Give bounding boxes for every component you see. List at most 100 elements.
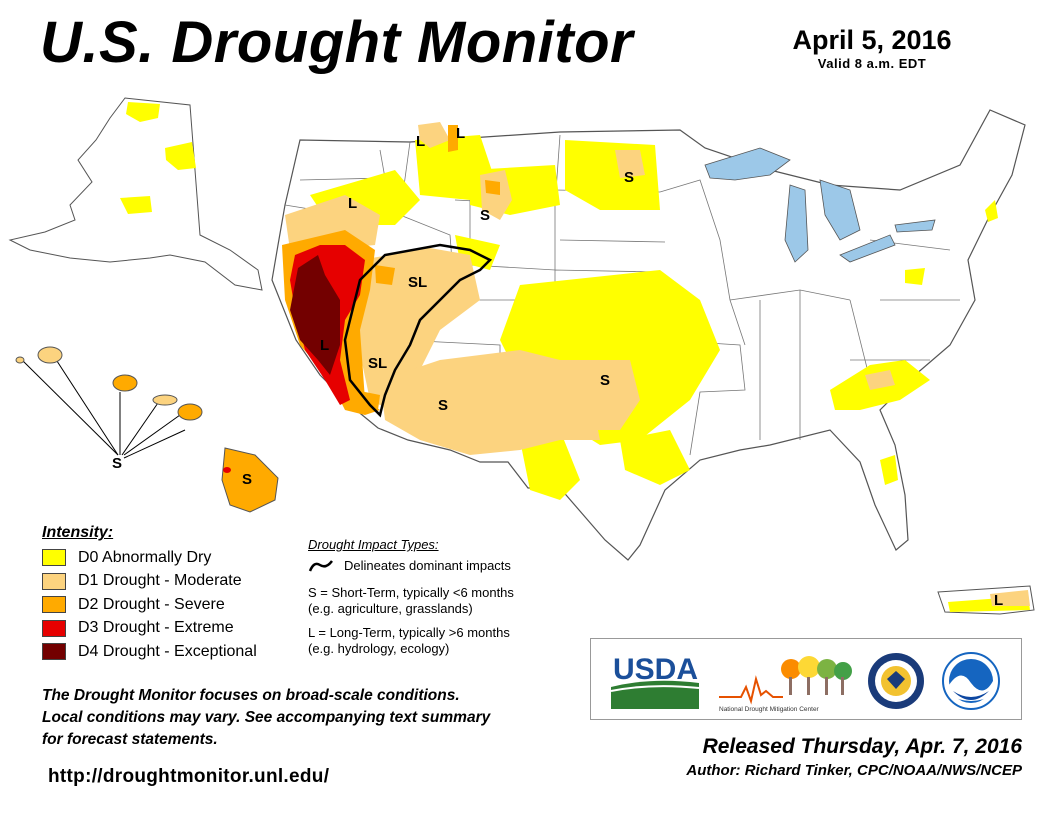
legend-title: Intensity:	[42, 524, 114, 541]
impact-label-s-calif: L	[320, 337, 329, 354]
d1-dakota	[615, 150, 645, 178]
impact-short-term: S = Short-Term, typically <6 months (e.g…	[308, 585, 578, 617]
impact-boundary-line	[343, 243, 493, 418]
svg-text:USDA: USDA	[613, 653, 698, 686]
d1-okla-texas	[560, 360, 640, 430]
alaska-outline	[8, 97, 263, 291]
legend-row-d3: D3 Drought - Extreme	[42, 617, 257, 641]
lake-superior	[704, 147, 791, 181]
d0-maine	[985, 200, 998, 222]
impact-label-w-montana: L	[456, 125, 465, 142]
legend-label-d1: D1 Drought - Moderate	[78, 572, 242, 590]
long-term-def: L = Long-Term, typically >6 months	[308, 625, 510, 640]
lake-erie	[839, 234, 896, 263]
legend-row-d1: D1 Drought - Moderate	[42, 570, 257, 594]
commerce-seal	[868, 653, 924, 709]
alaska-d0-central	[165, 142, 196, 170]
impact-line-icon	[308, 559, 333, 571]
author: Author: Richard Tinker, CPC/NOAA/NWS/NCE…	[686, 762, 1022, 779]
short-term-example: (e.g. agriculture, grasslands)	[308, 601, 473, 616]
alaska-d0-south	[120, 196, 152, 214]
intensity-legend: Intensity: D0 Abnormally Dry D1 Drought …	[42, 524, 257, 664]
map-title: U.S. Drought Monitor	[40, 10, 634, 75]
impact-label-oklahoma: S	[600, 372, 610, 389]
hawaii-kauai	[37, 346, 63, 364]
d4-areas	[290, 255, 340, 375]
impact-label-wa-or: L	[348, 195, 357, 212]
impact-label-se-calif: SL	[368, 355, 387, 372]
hawaii-niihau	[15, 356, 25, 364]
d0-texas-east	[620, 430, 690, 485]
website-url[interactable]: http://droughtmonitor.unl.edu/	[48, 766, 330, 787]
impact-long-term: L = Long-Term, typically >6 months (e.g.…	[308, 625, 578, 657]
legend-swatch-d2	[42, 596, 66, 614]
impact-label-arizona: S	[438, 397, 448, 414]
released-date: Released Thursday, Apr. 7, 2016	[702, 735, 1022, 758]
legend-swatch-d0	[42, 549, 66, 567]
d2-montana	[485, 180, 500, 195]
hawaii-oahu	[112, 374, 138, 392]
hawaii-molokai	[152, 394, 178, 406]
note-line-2: Local conditions may vary. See accompany…	[42, 709, 491, 726]
legend-label-d0: D0 Abnormally Dry	[78, 548, 212, 566]
note-line-3: for forecast statements.	[42, 731, 218, 748]
d0-florida	[880, 455, 898, 485]
impact-types: Drought Impact Types: Delineates dominan…	[308, 537, 578, 665]
d1-n-idaho	[418, 122, 450, 148]
hawaii-big-island	[221, 447, 279, 513]
long-term-example: (e.g. hydrology, ecology)	[308, 641, 450, 656]
release-info: Released Thursday, Apr. 7, 2016 Author: …	[686, 734, 1022, 782]
partner-logos: USDA National Drought Mitigation Center	[590, 638, 1022, 720]
d1-southeast	[865, 370, 895, 390]
legend-row-d0: D0 Abnormally Dry	[42, 546, 257, 570]
noaa-logo	[942, 652, 1000, 710]
lake-michigan	[784, 184, 809, 263]
d1-oregon	[285, 195, 380, 250]
map-date: April 5, 2016	[792, 25, 952, 55]
disclaimer-note: The Drought Monitor focuses on broad-sca…	[42, 685, 572, 751]
d0-texas-south	[520, 430, 580, 500]
note-line-1: The Drought Monitor focuses on broad-sca…	[42, 687, 460, 704]
impact-line-row: Delineates dominant impacts	[308, 558, 578, 573]
usda-logo: USDA	[610, 653, 700, 709]
impact-label-puerto-rico: L	[994, 592, 1003, 609]
alaska-d0-north	[126, 102, 160, 122]
legend-swatch-d4	[42, 643, 66, 661]
lake-huron	[819, 179, 861, 241]
impact-label-hawaii-outer: S	[112, 455, 122, 472]
logos-graphic: USDA National Drought Mitigation Center	[610, 652, 1000, 713]
d0-northeast	[905, 268, 925, 285]
d2-ne-nevada	[375, 265, 395, 285]
date-block: April 5, 2016 Valid 8 a.m. EDT	[762, 25, 982, 71]
legend-swatch-d1	[42, 572, 66, 590]
d4-california	[290, 255, 340, 375]
legend-row-d4: D4 Drought - Exceptional	[42, 640, 257, 664]
legend-row-d2: D2 Drought - Severe	[42, 593, 257, 617]
impact-label-ne-utah: SL	[408, 274, 427, 291]
ndmc-logo: National Drought Mitigation Center	[719, 656, 852, 713]
hawaii-d3-spot	[223, 467, 231, 473]
d1-southwest	[380, 350, 600, 455]
hawaii-maui	[177, 403, 203, 421]
impact-label-hawaii-big: S	[242, 471, 252, 488]
impact-label-n-dakota: S	[624, 169, 634, 186]
puerto-rico-d1	[990, 590, 1030, 606]
impact-labels: L L L S S SL L SL S S S S L	[112, 125, 1003, 609]
svg-text:National Drought Mitigation Ce: National Drought Mitigation Center	[719, 706, 820, 713]
alaska-region	[8, 97, 263, 291]
legend-label-d2: D2 Drought - Severe	[78, 595, 225, 613]
impact-line-label: Delineates dominant impacts	[344, 558, 511, 573]
legend-swatch-d3	[42, 619, 66, 637]
valid-time: Valid 8 a.m. EDT	[817, 55, 927, 71]
impact-label-sw-montana: S	[480, 207, 490, 224]
impact-title: Drought Impact Types:	[308, 537, 439, 552]
legend-label-d3: D3 Drought - Extreme	[78, 619, 234, 637]
short-term-def: S = Short-Term, typically <6 months	[308, 585, 514, 600]
d2-n-idaho	[448, 125, 458, 152]
impact-label-n-idaho: L	[416, 133, 425, 150]
hawaii-region	[15, 346, 279, 513]
puerto-rico-region	[937, 585, 1035, 615]
great-lakes	[429, 147, 936, 265]
legend-label-d4: D4 Drought - Exceptional	[78, 642, 257, 660]
